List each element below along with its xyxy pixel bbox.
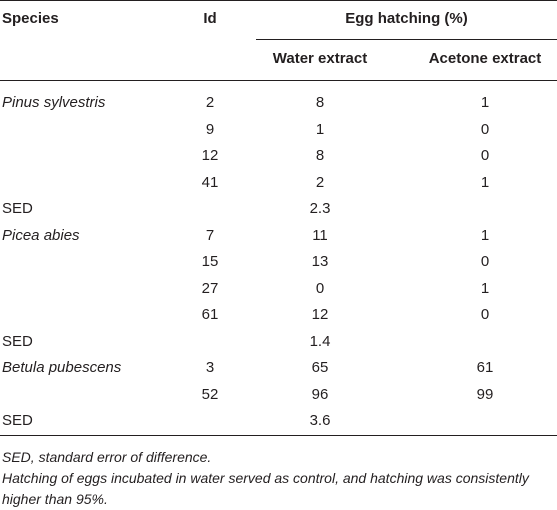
cell-species: SED [2, 200, 33, 217]
cell-water-extract: 13 [311, 253, 329, 270]
cell-species: Picea abies [2, 227, 80, 244]
cell-acetone-extract: 99 [476, 386, 494, 403]
cell-id: 27 [201, 280, 219, 297]
cell-water-extract: 3.6 [309, 412, 331, 429]
header-water-extract: Water extract [272, 50, 368, 67]
cell-water-extract: 1 [315, 121, 325, 138]
cell-id: 9 [205, 121, 215, 138]
header-id: Id [203, 10, 217, 27]
table-top-rule [0, 0, 557, 1]
cell-id: 61 [201, 306, 219, 323]
cell-species: Pinus sylvestris [2, 94, 106, 111]
table-bottom-rule [0, 435, 557, 436]
cell-water-extract: 11 [312, 227, 328, 244]
header-egg-hatching: Egg hatching (%) [345, 10, 468, 27]
cell-acetone-extract: 0 [480, 121, 490, 138]
cell-id: 2 [205, 94, 215, 111]
header-bottom-rule [0, 80, 557, 81]
header-species: Species [2, 10, 59, 27]
cell-water-extract: 12 [311, 306, 329, 323]
cell-acetone-extract: 0 [480, 306, 490, 323]
cell-acetone-extract: 1 [480, 280, 490, 297]
cell-id: 52 [201, 386, 219, 403]
cell-water-extract: 96 [311, 386, 329, 403]
cell-id: 12 [201, 147, 219, 164]
footnote-sed: SED, standard error of difference. [2, 449, 212, 465]
cell-id: 41 [201, 174, 219, 191]
cell-water-extract: 1.4 [309, 333, 331, 350]
cell-water-extract: 65 [311, 359, 329, 376]
cell-id: 15 [201, 253, 219, 270]
header-acetone-extract: Acetone extract [428, 50, 542, 67]
cell-acetone-extract: 1 [480, 174, 490, 191]
cell-id: 3 [205, 359, 215, 376]
cell-water-extract: 2.3 [309, 200, 331, 217]
cell-acetone-extract: 1 [480, 227, 490, 244]
cell-acetone-extract: 1 [480, 94, 490, 111]
cell-acetone-extract: 61 [476, 359, 494, 376]
cell-water-extract: 8 [315, 94, 325, 111]
cell-acetone-extract: 0 [480, 253, 490, 270]
cell-acetone-extract: 0 [480, 147, 490, 164]
cell-water-extract: 2 [315, 174, 325, 191]
cell-id: 7 [205, 227, 215, 244]
cell-species: SED [2, 333, 33, 350]
header-group-rule [256, 39, 557, 40]
cell-species: SED [2, 412, 33, 429]
footnote-control: Hatching of eggs incubated in water serv… [2, 470, 529, 507]
cell-water-extract: 8 [315, 147, 325, 164]
cell-water-extract: 0 [315, 280, 325, 297]
cell-species: Betula pubescens [2, 359, 122, 376]
